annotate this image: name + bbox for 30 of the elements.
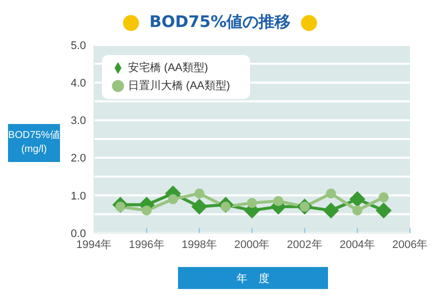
point [191,198,208,215]
point [376,202,392,218]
y-tick-label: 2.0 [70,152,86,165]
x-axis-title: 年 度 [178,267,328,289]
y-tick-label: 5.0 [70,40,86,52]
point [323,202,339,218]
point [142,205,152,216]
point [378,192,389,202]
legend-label: 安宅橋 (AA類型) [128,62,208,74]
point [349,191,366,208]
y-tick-label: 3.0 [70,115,86,128]
y-tick-label: 1.0 [70,190,86,202]
x-tick-label: 1996年 [128,238,164,251]
x-tick-label: 2002年 [286,238,322,251]
y-axis-title: BOD75%値 (mg/l) [8,129,60,157]
x-tick-label: 2006年 [392,238,428,251]
legend-label: 日置川大橋 (AA類型) [128,80,230,92]
point [352,205,362,216]
x-tick-label: 1994年 [76,238,112,251]
point [194,188,204,199]
chart-title: BOD75%値の推移 [149,12,291,33]
x-tick-label: 1998年 [182,238,218,251]
y-tick-label: 0.0 [70,228,86,240]
point [168,194,178,204]
point [247,198,257,208]
x-tick-label: 2000年 [234,238,270,251]
point [326,188,336,199]
point [273,196,284,206]
y-tick-label: 4.0 [70,78,86,90]
x-tick-label: 2004年 [340,238,376,251]
